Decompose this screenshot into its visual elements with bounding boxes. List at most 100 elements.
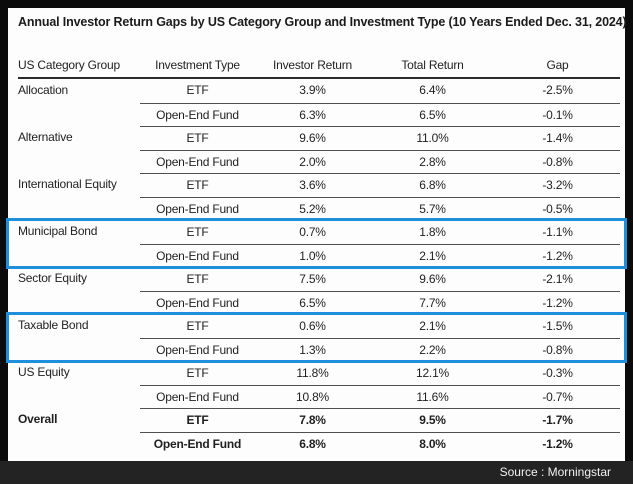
investment-type-cell: ETF <box>140 173 255 198</box>
table-row: Open-End Fund 1.3% 2.2% -0.8% <box>18 337 620 363</box>
investment-type-cell: ETF <box>140 408 255 433</box>
total-return-cell: 6.5% <box>370 102 495 128</box>
total-return-cell: 9.6% <box>370 267 495 292</box>
investment-type-cell: ETF <box>140 267 255 292</box>
gap-cell: -2.1% <box>495 267 620 292</box>
investment-type-cell: Open-End Fund <box>140 431 255 457</box>
total-return-cell: 5.7% <box>370 196 495 222</box>
group-sector-equity: Sector Equity ETF 7.5% 9.6% -2.1% Open-End Fu… <box>8 267 625 314</box>
investor-return-cell: 6.3% <box>255 102 370 128</box>
investment-type-cell: Open-End Fund <box>140 243 255 269</box>
table-header-row: US Category Group Investment Type Invest… <box>18 54 620 79</box>
column-header-investment-type: Investment Type <box>155 58 240 72</box>
total-return-cell: 9.5% <box>370 408 495 433</box>
investment-type-cell: Open-End Fund <box>140 102 255 128</box>
group-taxable-bond: Taxable Bond ETF 0.6% 2.1% -1.5% Open-End Fun… <box>6 312 627 363</box>
category-cell <box>18 432 140 457</box>
table-row: Open-End Fund 6.5% 7.7% -1.2% <box>18 290 620 316</box>
total-return-cell: 2.2% <box>370 337 495 363</box>
investment-type-cell: ETF <box>140 220 255 245</box>
investment-type-cell: ETF <box>140 314 255 339</box>
group-allocation: Allocation ETF 3.9% 6.4% -2.5% Open-End Fund 6… <box>8 79 625 126</box>
table-row: Open-End Fund 2.0% 2.8% -0.8% <box>18 149 620 175</box>
category-cell <box>18 291 140 316</box>
table-row: Open-End Fund 1.0% 2.1% -1.2% <box>18 243 620 269</box>
investor-return-cell: 10.8% <box>255 384 370 410</box>
total-return-cell: 6.8% <box>370 173 495 198</box>
table-row: Open-End Fund 10.8% 11.6% -0.7% <box>18 384 620 410</box>
group-international-equity: International Equity ETF 3.6% 6.8% -3.2% Open… <box>8 173 625 220</box>
total-return-cell: 2.1% <box>370 314 495 339</box>
investment-type-cell: Open-End Fund <box>140 149 255 175</box>
category-cell: Sector Equity <box>18 271 87 285</box>
table-row: Open-End Fund 6.8% 8.0% -1.2% <box>18 431 620 457</box>
category-cell <box>18 338 140 363</box>
total-return-cell: 1.8% <box>370 220 495 245</box>
gap-cell: -0.7% <box>495 384 620 410</box>
source-bar: Source : Morningstar <box>0 461 633 484</box>
category-cell: Taxable Bond <box>18 318 89 332</box>
column-header-total-return: Total Return <box>401 58 464 72</box>
gap-cell: -0.1% <box>495 102 620 128</box>
total-return-cell: 2.8% <box>370 149 495 175</box>
table-row: Municipal Bond ETF 0.7% 1.8% -1.1% <box>18 220 620 244</box>
category-cell <box>18 197 140 222</box>
category-cell: Municipal Bond <box>18 224 98 238</box>
investor-return-cell: 3.9% <box>299 83 326 97</box>
returns-table: US Category Group Investment Type Invest… <box>6 54 627 455</box>
table-row: Allocation ETF 3.9% 6.4% -2.5% <box>18 79 620 103</box>
table-row: Open-End Fund 6.3% 6.5% -0.1% <box>18 102 620 128</box>
investor-return-cell: 1.0% <box>255 243 370 269</box>
investor-return-cell: 7.5% <box>255 267 370 292</box>
table-row: Open-End Fund 5.2% 5.7% -0.5% <box>18 196 620 222</box>
gap-cell: -0.8% <box>495 337 620 363</box>
column-header-investor-return: Investor Return <box>272 58 353 72</box>
investment-type-cell: ETF <box>140 361 255 386</box>
total-return-cell: 6.4% <box>419 83 446 97</box>
table-row: US Equity ETF 11.8% 12.1% -0.3% <box>18 361 620 385</box>
category-cell <box>18 150 140 175</box>
category-cell: Alternative <box>18 130 73 144</box>
category-cell: International Equity <box>18 177 117 191</box>
category-cell <box>18 103 140 128</box>
investor-return-cell: 6.8% <box>255 431 370 457</box>
investment-type-cell: ETF <box>140 126 255 151</box>
total-return-cell: 8.0% <box>370 431 495 457</box>
group-municipal-bond: Municipal Bond ETF 0.7% 1.8% -1.1% Open-End F… <box>6 218 627 269</box>
group-overall: Overall ETF 7.8% 9.5% -1.7% Open-End Fund 6.8%… <box>8 408 625 455</box>
investment-type-cell: ETF <box>186 83 209 97</box>
gap-cell: -1.5% <box>495 314 620 339</box>
total-return-cell: 7.7% <box>370 290 495 316</box>
group-us-equity: US Equity ETF 11.8% 12.1% -0.3% Open-End Fund… <box>8 361 625 408</box>
gap-cell: -0.8% <box>495 149 620 175</box>
table-body: Allocation ETF 3.9% 6.4% -2.5% Open-End Fund 6… <box>6 79 627 455</box>
total-return-cell: 12.1% <box>370 361 495 386</box>
investment-type-cell: Open-End Fund <box>140 290 255 316</box>
investor-return-cell: 11.8% <box>255 361 370 386</box>
gap-cell: -1.4% <box>495 126 620 151</box>
gap-cell: -1.1% <box>495 220 620 245</box>
category-cell: US Equity <box>18 365 70 379</box>
total-return-cell: 11.6% <box>370 384 495 410</box>
investor-return-cell: 5.2% <box>255 196 370 222</box>
investor-return-cell: 1.3% <box>255 337 370 363</box>
source-label: Source : Morningstar <box>499 465 611 479</box>
table-row: Sector Equity ETF 7.5% 9.6% -2.1% <box>18 267 620 291</box>
gap-cell: -3.2% <box>495 173 620 198</box>
gap-cell: -1.7% <box>495 408 620 433</box>
investor-return-cell: 3.6% <box>255 173 370 198</box>
table-panel: Annual Investor Return Gaps by US Catego… <box>6 8 627 461</box>
gap-cell: -1.2% <box>495 290 620 316</box>
table-row: International Equity ETF 3.6% 6.8% -3.2% <box>18 173 620 197</box>
investment-type-cell: Open-End Fund <box>140 196 255 222</box>
investment-type-cell: Open-End Fund <box>140 384 255 410</box>
figure-title: Annual Investor Return Gaps by US Catego… <box>18 15 627 29</box>
investor-return-cell: 7.8% <box>255 408 370 433</box>
gap-cell: -1.2% <box>495 431 620 457</box>
gap-cell: -0.3% <box>495 361 620 386</box>
investment-type-cell: Open-End Fund <box>140 337 255 363</box>
category-cell <box>18 385 140 410</box>
table-row: Overall ETF 7.8% 9.5% -1.7% <box>18 408 620 432</box>
investor-return-cell: 0.6% <box>255 314 370 339</box>
